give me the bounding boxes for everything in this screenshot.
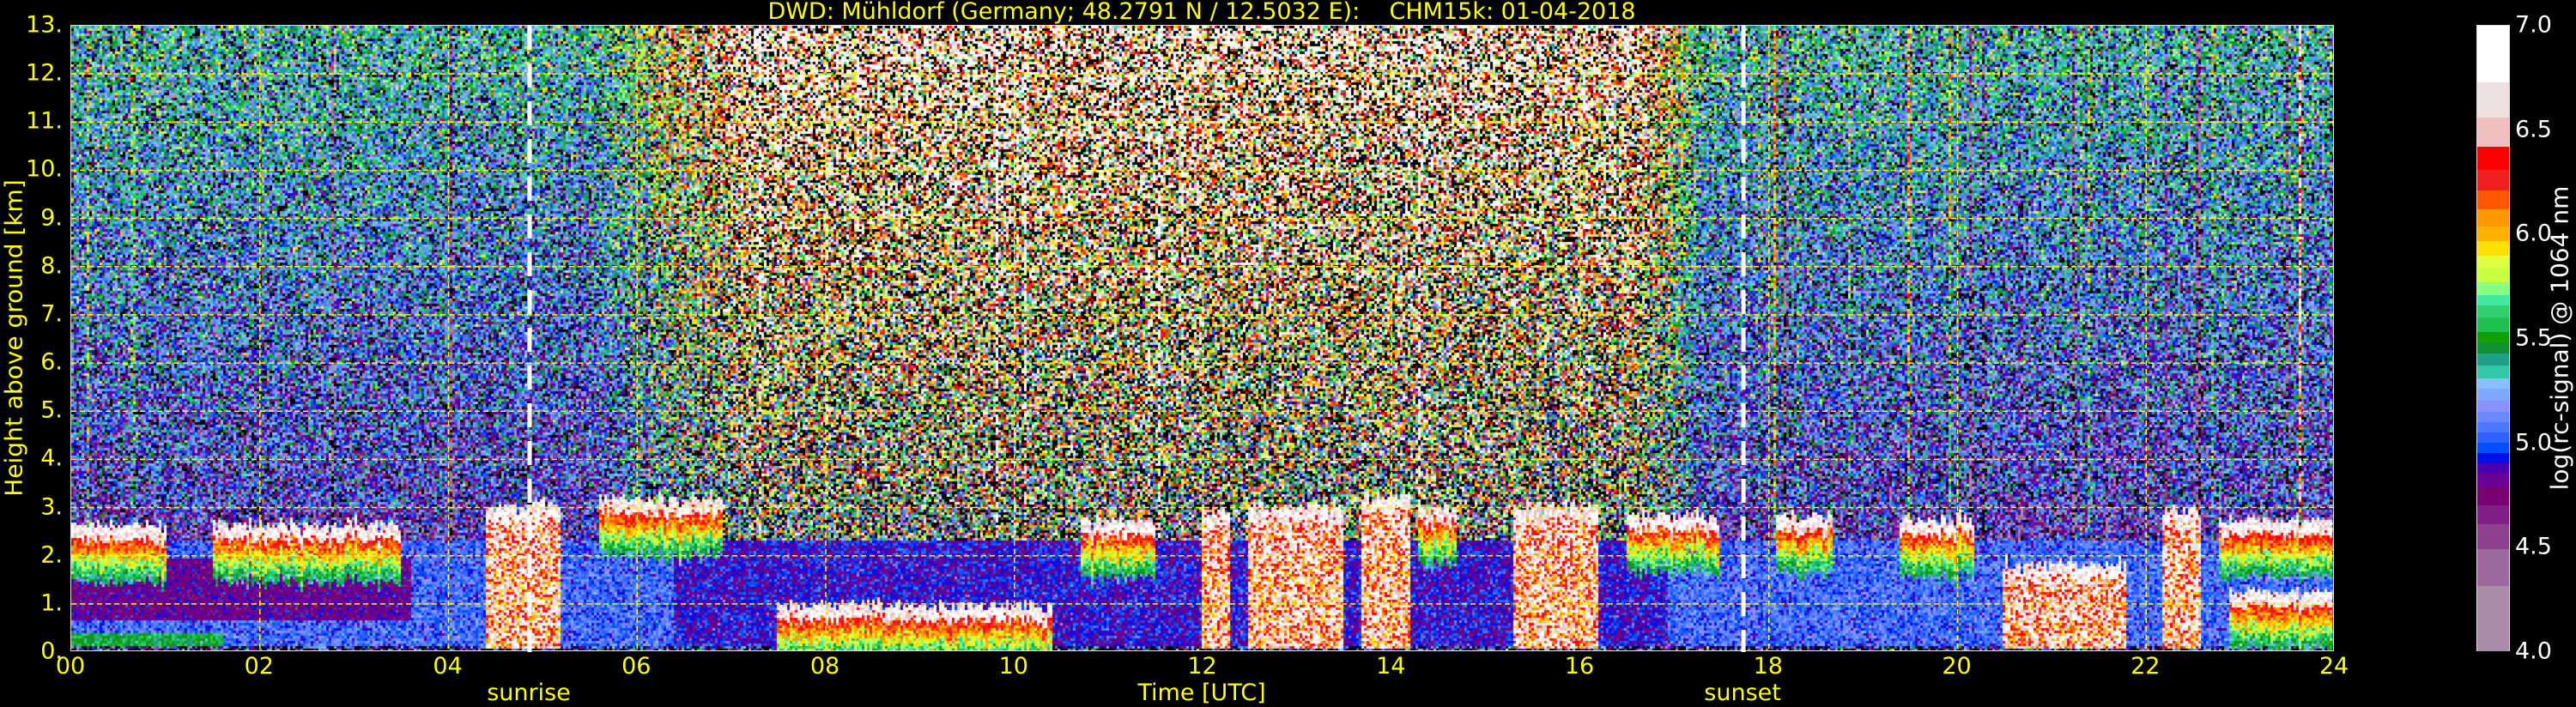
y-tick-label: 4. bbox=[40, 444, 63, 472]
colorbar-label: log(rc-signal) @ 1064 nm bbox=[2545, 185, 2574, 491]
grid-overlay bbox=[71, 26, 2335, 652]
colorbar-bin bbox=[2477, 117, 2509, 148]
plot-area bbox=[70, 25, 2335, 652]
y-tick-label: 13. bbox=[26, 11, 63, 39]
colorbar-bin bbox=[2477, 267, 2509, 283]
colorbar-bin bbox=[2477, 442, 2509, 454]
colorbar-bin bbox=[2477, 254, 2509, 269]
colorbar-bin bbox=[2477, 317, 2509, 333]
x-tick-label: 10 bbox=[998, 653, 1028, 680]
x-tick-label: 22 bbox=[2131, 653, 2161, 680]
x-tick-label: 04 bbox=[433, 653, 463, 680]
y-tick-label: 10. bbox=[26, 155, 63, 183]
x-tick-label: 16 bbox=[1564, 653, 1595, 680]
sunset-label: sunset bbox=[1704, 680, 1781, 706]
colorbar-bin bbox=[2477, 305, 2509, 318]
colorbar-bin bbox=[2477, 462, 2509, 474]
colorbar-tick-label: 7.0 bbox=[2515, 11, 2552, 39]
colorbar-bin bbox=[2477, 486, 2509, 505]
colorbar-bin bbox=[2477, 352, 2509, 366]
colorbar-bin bbox=[2477, 26, 2509, 83]
x-tick-label: 12 bbox=[1187, 653, 1217, 680]
colorbar-bin bbox=[2477, 239, 2509, 256]
y-tick-label: 6. bbox=[40, 348, 63, 376]
colorbar-tick-label: 4.0 bbox=[2515, 638, 2552, 665]
colorbar-tick-label: 4.5 bbox=[2515, 533, 2552, 560]
x-tick-label: 08 bbox=[809, 653, 840, 680]
x-tick-label: 00 bbox=[55, 653, 86, 680]
colorbar-bin bbox=[2477, 169, 2509, 191]
colorbar-bin bbox=[2477, 294, 2509, 305]
y-tick-label: 0. bbox=[40, 638, 63, 665]
y-tick-label: 5. bbox=[40, 396, 63, 424]
colorbar-tick-label: 5.5 bbox=[2515, 324, 2552, 352]
y-tick-label: 1. bbox=[40, 589, 63, 617]
colorbar-bin bbox=[2477, 523, 2509, 549]
colorbar-bin bbox=[2477, 281, 2509, 295]
colorbar-bin bbox=[2477, 341, 2509, 354]
x-tick-label: 06 bbox=[621, 653, 652, 680]
x-axis-label: Time [UTC] bbox=[1137, 680, 1266, 706]
y-tick-label: 8. bbox=[40, 252, 63, 280]
colorbar-bin bbox=[2477, 225, 2509, 241]
chart-title: DWD: Mühldorf (Germany; 48.2791 N / 12.5… bbox=[767, 0, 1636, 25]
y-tick-label: 12. bbox=[26, 59, 63, 87]
colorbar bbox=[2476, 25, 2510, 651]
colorbar-bin bbox=[2477, 400, 2509, 412]
colorbar-bin bbox=[2477, 146, 2509, 171]
colorbar-bin bbox=[2477, 365, 2509, 378]
x-tick-label: 14 bbox=[1376, 653, 1406, 680]
colorbar-bin bbox=[2477, 585, 2509, 651]
y-tick-label: 2. bbox=[40, 541, 63, 569]
y-tick-label: 9. bbox=[40, 204, 63, 232]
colorbar-bin bbox=[2477, 190, 2509, 210]
colorbar-bin bbox=[2477, 505, 2509, 524]
y-axis-label: Height above ground [km] bbox=[0, 179, 28, 497]
colorbar-bin bbox=[2477, 331, 2509, 343]
y-tick-label: 11. bbox=[26, 107, 63, 135]
x-tick-label: 24 bbox=[2318, 653, 2349, 680]
colorbar-bin bbox=[2477, 82, 2509, 118]
colorbar-bin bbox=[2477, 421, 2509, 432]
colorbar-bin bbox=[2477, 473, 2509, 486]
colorbar-bin bbox=[2477, 432, 2509, 443]
colorbar-tick-label: 5.0 bbox=[2515, 429, 2552, 456]
colorbar-bin bbox=[2477, 388, 2509, 402]
y-tick-label: 3. bbox=[40, 493, 63, 521]
colorbar-tick-label: 6.5 bbox=[2515, 116, 2552, 143]
x-tick-label: 18 bbox=[1753, 653, 1783, 680]
colorbar-tick-label: 6.0 bbox=[2515, 220, 2552, 247]
colorbar-bin bbox=[2477, 208, 2509, 227]
colorbar-bin bbox=[2477, 410, 2509, 422]
colorbar-bin bbox=[2477, 378, 2509, 389]
x-tick-label: 20 bbox=[1942, 653, 1972, 680]
y-tick-label: 7. bbox=[40, 300, 63, 328]
x-tick-label: 02 bbox=[244, 653, 274, 680]
colorbar-bin bbox=[2477, 548, 2509, 587]
sunrise-label: sunrise bbox=[487, 680, 571, 706]
colorbar-bin bbox=[2477, 452, 2509, 464]
